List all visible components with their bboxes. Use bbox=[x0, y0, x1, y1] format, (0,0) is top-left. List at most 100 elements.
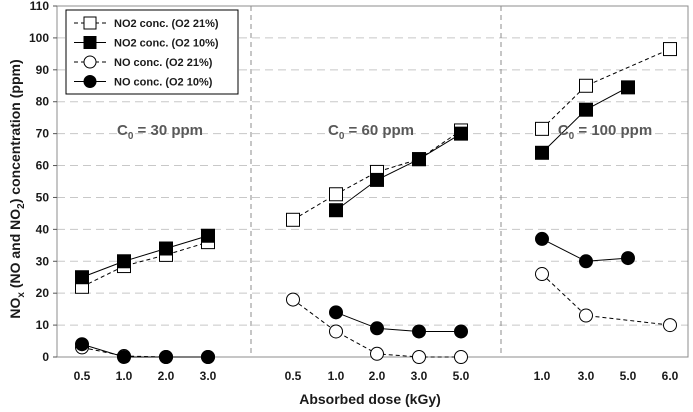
data-point-circle bbox=[579, 254, 593, 269]
data-point-square bbox=[454, 126, 468, 141]
x-tick-label: 5.0 bbox=[453, 369, 470, 383]
legend-label: NO conc. (O2 21%) bbox=[114, 57, 213, 69]
x-axis-title: Absorbed dose (kGy) bbox=[299, 391, 441, 407]
data-point-circle bbox=[579, 308, 593, 323]
data-point-square bbox=[535, 121, 549, 136]
series-line bbox=[81, 235, 209, 278]
y-title-part-1: NO bbox=[7, 298, 23, 319]
data-point-circle bbox=[412, 324, 426, 339]
x-tick-label: 2.0 bbox=[369, 369, 386, 383]
y-tick-label: 30 bbox=[36, 254, 50, 268]
panel-label: C0 = 60 ppm bbox=[328, 122, 414, 142]
y-tick-label: 110 bbox=[30, 0, 50, 13]
x-tick-label: 3.0 bbox=[411, 369, 428, 383]
panel-label-sub: 0 bbox=[128, 131, 134, 142]
panel-label-sub: 0 bbox=[569, 131, 575, 142]
x-tick-label: 1.0 bbox=[116, 369, 133, 383]
panel-label-sub: 0 bbox=[339, 131, 345, 142]
data-point-square bbox=[370, 172, 384, 187]
data-point-circle bbox=[663, 318, 677, 333]
panel-label-value: = 100 ppm bbox=[574, 122, 652, 139]
data-point-circle bbox=[621, 251, 635, 266]
legend-label: NO2 conc. (O2 21%) bbox=[114, 18, 219, 30]
y-tick-label: 80 bbox=[36, 95, 50, 109]
data-point-square bbox=[75, 270, 89, 285]
data-point-circle bbox=[329, 324, 343, 339]
data-point-square bbox=[201, 228, 215, 243]
y-tick-label: 40 bbox=[36, 222, 50, 236]
y-tick-label: 50 bbox=[36, 190, 50, 204]
data-point-square bbox=[286, 212, 300, 227]
panel-label-value: = 30 ppm bbox=[133, 122, 203, 139]
series-line bbox=[81, 241, 209, 288]
data-point-circle bbox=[201, 350, 215, 364]
x-tick-label: 0.5 bbox=[74, 369, 91, 383]
panel-label-c: C bbox=[328, 122, 339, 139]
y-axis-title: NOx (NO and NO2) concentration (ppm) bbox=[7, 59, 27, 318]
data-point-circle bbox=[286, 292, 300, 307]
x-tick-label: 3.0 bbox=[200, 369, 217, 383]
x-tick-label: 6.0 bbox=[662, 369, 679, 383]
y-tick-label: 90 bbox=[36, 63, 50, 77]
y-tick-label: 100 bbox=[29, 31, 49, 45]
legend-marker-circle bbox=[83, 75, 97, 88]
x-tick-label: 1.0 bbox=[328, 369, 345, 383]
x-tick-label: 3.0 bbox=[578, 369, 595, 383]
panel-label-value: = 60 ppm bbox=[344, 122, 414, 139]
y-title-sub-1: x bbox=[16, 292, 27, 298]
legend-marker-circle bbox=[83, 55, 97, 69]
data-point-square bbox=[663, 42, 677, 57]
legend-label: NO conc. (O2 10%) bbox=[114, 77, 213, 89]
data-point-square bbox=[579, 102, 593, 117]
series-line bbox=[541, 48, 671, 130]
y-title-part-2: (NO and NO bbox=[7, 209, 23, 292]
x-tick-label: 2.0 bbox=[158, 369, 175, 383]
panel-label: C0 = 100 ppm bbox=[558, 122, 652, 142]
y-tick-label: 10 bbox=[36, 318, 50, 332]
panel-label-c: C bbox=[558, 122, 569, 139]
data-point-circle bbox=[370, 321, 384, 336]
data-point-square bbox=[329, 187, 343, 202]
series-line bbox=[292, 130, 462, 221]
y-tick-label: 20 bbox=[36, 286, 50, 300]
series-layer bbox=[75, 42, 677, 364]
x-tick-label: 5.0 bbox=[620, 369, 637, 383]
panel-label-c: C bbox=[117, 122, 128, 139]
data-point-square bbox=[535, 145, 549, 160]
legend: NO2 conc. (O2 21%) NO2 conc. (O2 10%) NO c… bbox=[65, 9, 239, 95]
data-point-circle bbox=[75, 337, 89, 352]
data-point-square bbox=[159, 241, 173, 256]
legend-marker-square bbox=[83, 16, 97, 30]
data-point-circle bbox=[159, 350, 173, 364]
data-point-square bbox=[621, 80, 635, 95]
data-point-square bbox=[117, 254, 131, 269]
data-point-circle bbox=[454, 350, 468, 364]
x-tick-label: 1.0 bbox=[534, 369, 551, 383]
y-title-sub-2: 2 bbox=[16, 203, 27, 209]
data-point-circle bbox=[535, 267, 549, 282]
data-point-square bbox=[412, 152, 426, 167]
data-point-circle bbox=[117, 350, 131, 364]
series-line bbox=[335, 311, 461, 332]
x-tick-label: 0.5 bbox=[285, 369, 302, 383]
series-line bbox=[541, 273, 671, 326]
y-tick-label: 70 bbox=[36, 127, 50, 141]
y-title-part-3: ) concentration (ppm) bbox=[7, 59, 23, 203]
series-line bbox=[81, 346, 208, 358]
data-point-circle bbox=[454, 324, 468, 339]
legend-marker-square bbox=[83, 36, 97, 49]
axes-layer: 0 10 20 30 40 50 60 70 80 90 100 110 0.5 1.0 2.0 3.0 0.5… bbox=[29, 0, 689, 383]
y-tick-label: 60 bbox=[36, 159, 50, 173]
data-point-square bbox=[579, 78, 593, 93]
y-tick-label: 0 bbox=[42, 350, 49, 364]
data-point-circle bbox=[412, 350, 426, 364]
data-point-circle bbox=[370, 346, 384, 361]
data-point-square bbox=[329, 203, 343, 218]
data-point-circle bbox=[329, 305, 343, 320]
series-line bbox=[335, 133, 462, 211]
series-line bbox=[541, 86, 629, 154]
panel-label: C0 = 30 ppm bbox=[117, 122, 203, 142]
data-point-circle bbox=[535, 231, 549, 246]
panel-labels: C0 = 30 ppm C0 = 60 ppm C0 = 100 ppm bbox=[117, 122, 652, 142]
